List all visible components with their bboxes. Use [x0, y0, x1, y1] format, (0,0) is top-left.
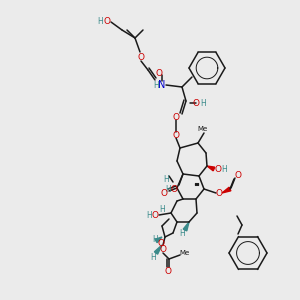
Text: H: H — [221, 164, 227, 173]
Text: O: O — [170, 184, 178, 194]
Text: N: N — [158, 80, 166, 90]
Text: Me: Me — [180, 250, 190, 256]
Text: H: H — [179, 230, 185, 238]
Polygon shape — [183, 222, 189, 231]
Text: H: H — [163, 175, 169, 184]
Text: O: O — [235, 170, 242, 179]
Polygon shape — [154, 245, 162, 254]
Polygon shape — [222, 187, 231, 193]
Text: O: O — [164, 266, 172, 275]
Polygon shape — [155, 237, 162, 243]
Text: Me: Me — [197, 126, 207, 132]
Polygon shape — [207, 166, 215, 171]
Text: O: O — [193, 98, 200, 107]
Text: O: O — [160, 190, 167, 199]
Text: H: H — [165, 184, 171, 194]
Text: H: H — [159, 206, 165, 214]
Text: O: O — [214, 164, 221, 173]
Text: H: H — [150, 253, 156, 262]
Text: H: H — [152, 236, 158, 244]
Text: O: O — [172, 112, 179, 122]
Text: O: O — [137, 52, 145, 62]
Text: H: H — [153, 80, 159, 89]
Text: O: O — [172, 130, 179, 140]
Text: H: H — [200, 98, 206, 107]
Text: O: O — [155, 70, 163, 79]
Text: O: O — [160, 244, 167, 253]
Text: O: O — [103, 17, 110, 26]
Text: O: O — [152, 211, 158, 220]
Text: H: H — [97, 17, 103, 26]
Text: O: O — [158, 238, 164, 247]
Text: O: O — [215, 188, 223, 197]
Text: H: H — [146, 211, 152, 220]
